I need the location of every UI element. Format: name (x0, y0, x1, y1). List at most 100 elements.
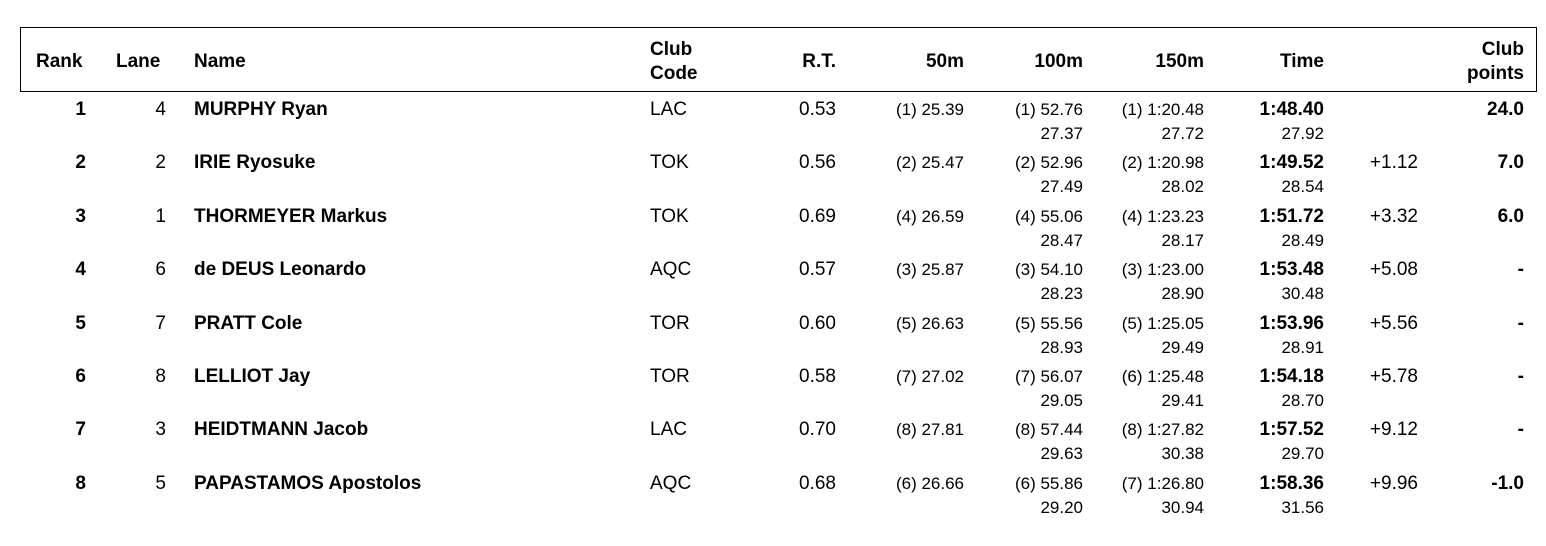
club-points: 24.0 (1487, 99, 1524, 120)
athlete-name: IRIE Ryosuke (194, 152, 316, 174)
lane-cell: 7 (155, 312, 166, 334)
lap-150m: 28.02 (1161, 177, 1204, 197)
rank-cell: 3 (75, 205, 86, 227)
split-100m: (4) 55.06 (1014, 206, 1083, 226)
lap-final: 27.92 (1281, 124, 1324, 143)
lap-150m: 28.90 (1161, 284, 1204, 304)
header-club-points-line1: Club (1481, 39, 1524, 60)
lap-final: 28.54 (1281, 177, 1324, 197)
club-points: 6.0 (1497, 205, 1524, 227)
final-time: 1:53.96 (1259, 312, 1324, 334)
header-rank: Rank (36, 51, 83, 72)
lane-cell: 5 (155, 472, 166, 494)
athlete-name: LELLIOT Jay (194, 366, 311, 387)
athlete-name: HEIDTMANN Jacob (194, 419, 369, 441)
lap-150m: 29.41 (1161, 391, 1204, 410)
rank-cell: 1 (75, 99, 86, 120)
split-150m: (5) 1:25.05 (1121, 313, 1204, 333)
club-points: - (1517, 366, 1524, 387)
lap-100m: 27.49 (1040, 177, 1083, 197)
split-50m: (2) 25.47 (895, 153, 964, 173)
rank-cell: 4 (75, 259, 86, 281)
split-100m: (5) 55.56 (1014, 313, 1083, 333)
rank-cell: 2 (75, 152, 86, 174)
split-100m: (7) 56.07 (1014, 367, 1083, 386)
split-150m: (4) 1:23.23 (1121, 206, 1204, 226)
final-time: 1:54.18 (1259, 366, 1324, 387)
header-split-100m: 100m (1034, 51, 1083, 72)
athlete-name: THORMEYER Markus (194, 205, 388, 227)
club-code: LAC (650, 419, 687, 441)
lap-150m: 28.17 (1161, 230, 1204, 250)
athlete-name: PRATT Cole (194, 312, 303, 334)
lane-cell: 2 (155, 152, 166, 174)
header-lane: Lane (116, 51, 161, 72)
final-time: 1:51.72 (1259, 205, 1324, 227)
club-code: TOK (650, 205, 689, 227)
lap-final: 28.91 (1281, 337, 1324, 357)
lap-150m: 30.94 (1161, 497, 1204, 517)
time-behind: +3.32 (1369, 205, 1418, 227)
lane-cell: 4 (155, 99, 166, 120)
lane-cell: 6 (155, 259, 166, 281)
lap-150m: 27.72 (1161, 124, 1204, 143)
athlete-name: de DEUS Leonardo (194, 259, 367, 281)
club-code: LAC (650, 99, 687, 120)
club-points: - (1517, 259, 1524, 281)
lane-cell: 8 (155, 366, 166, 387)
lap-100m: 29.20 (1040, 497, 1083, 517)
lap-100m: 28.47 (1040, 230, 1083, 250)
time-behind: +5.78 (1369, 366, 1418, 387)
club-code: AQC (650, 472, 692, 494)
reaction-time: 0.69 (799, 205, 836, 227)
split-150m: (3) 1:23.00 (1121, 260, 1204, 280)
lap-150m: 29.49 (1161, 337, 1204, 357)
split-150m: (1) 1:20.48 (1121, 100, 1204, 119)
time-behind: +9.12 (1369, 419, 1418, 441)
split-150m: (2) 1:20.98 (1121, 153, 1204, 173)
lap-final: 28.49 (1281, 230, 1324, 250)
split-50m: (8) 27.81 (895, 420, 964, 440)
split-100m: (2) 52.96 (1014, 153, 1083, 173)
lane-cell: 3 (155, 419, 166, 441)
split-100m: (3) 54.10 (1014, 260, 1083, 280)
final-time: 1:48.40 (1259, 99, 1324, 120)
header-club-code-line1: Club (650, 39, 693, 60)
header-name: Name (194, 51, 246, 72)
split-50m: (6) 26.66 (895, 473, 964, 493)
lap-final: 29.70 (1281, 444, 1324, 464)
time-behind: +5.08 (1369, 259, 1418, 281)
rank-cell: 7 (75, 419, 86, 441)
reaction-time: 0.56 (799, 152, 836, 174)
time-behind: +9.96 (1369, 472, 1418, 494)
reaction-time: 0.53 (799, 99, 836, 120)
club-points: - (1517, 312, 1524, 334)
reaction-time: 0.58 (799, 366, 836, 387)
reaction-time: 0.57 (799, 259, 836, 281)
header-club-points-line2: points (1467, 63, 1524, 84)
split-100m: (8) 57.44 (1014, 420, 1083, 440)
lap-100m: 28.93 (1040, 337, 1083, 357)
athlete-name: PAPASTAMOS Apostolos (194, 472, 422, 494)
final-time: 1:53.48 (1259, 259, 1324, 281)
header-split-150m: 150m (1155, 51, 1204, 72)
club-code: TOK (650, 152, 689, 174)
club-code: AQC (650, 259, 692, 281)
athlete-name: MURPHY Ryan (194, 99, 328, 120)
club-code: TOR (650, 312, 690, 334)
rank-cell: 6 (75, 366, 86, 387)
club-code: TOR (650, 366, 690, 387)
time-behind: +5.56 (1369, 312, 1418, 334)
split-150m: (8) 1:27.82 (1121, 420, 1204, 440)
time-behind: +1.12 (1369, 152, 1418, 174)
header-club-code-line2: Code (650, 63, 698, 84)
header-time: Time (1279, 51, 1324, 72)
lap-100m: 29.05 (1040, 391, 1083, 410)
split-50m: (3) 25.87 (895, 260, 964, 280)
lap-100m: 28.23 (1040, 284, 1083, 304)
lap-final: 31.56 (1281, 497, 1324, 517)
rank-cell: 8 (75, 472, 86, 494)
final-time: 1:57.52 (1259, 419, 1324, 441)
club-points: -1.0 (1491, 472, 1524, 494)
